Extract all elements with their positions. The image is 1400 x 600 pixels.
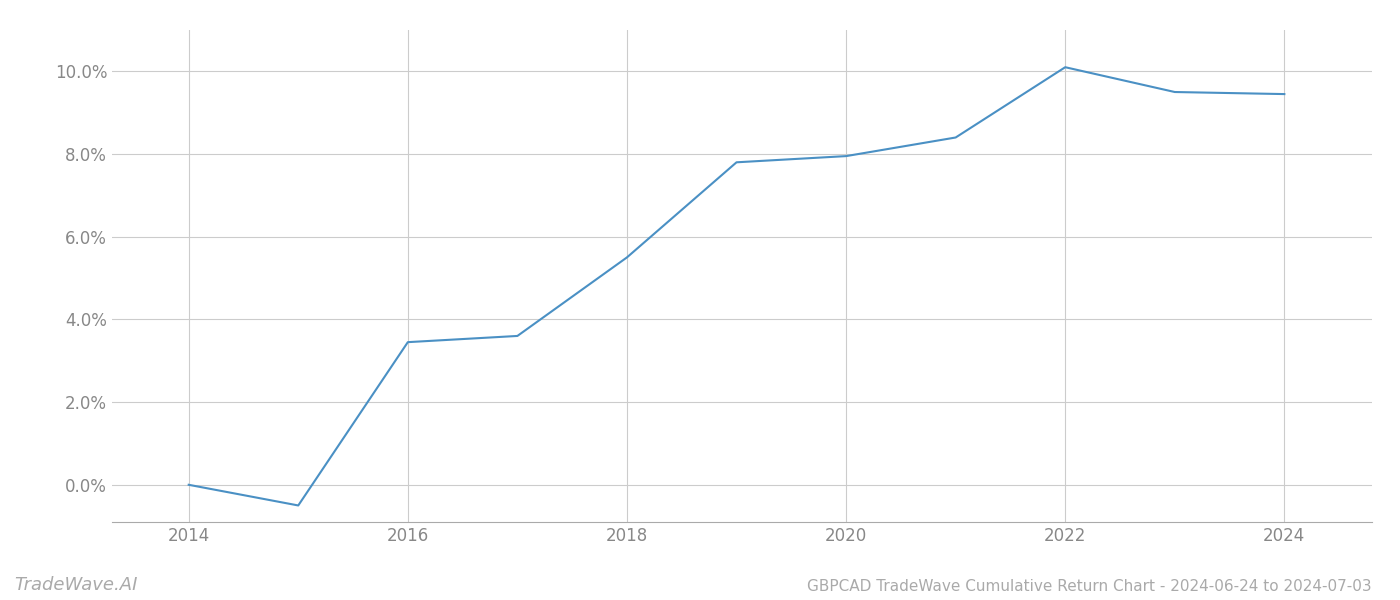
Text: TradeWave.AI: TradeWave.AI [14, 576, 137, 594]
Text: GBPCAD TradeWave Cumulative Return Chart - 2024-06-24 to 2024-07-03: GBPCAD TradeWave Cumulative Return Chart… [808, 579, 1372, 594]
